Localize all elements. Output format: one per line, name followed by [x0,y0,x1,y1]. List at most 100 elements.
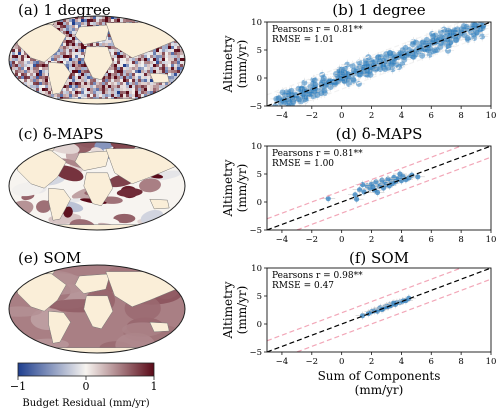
y-tick-label: 0 [257,198,262,208]
x-tick-label: −2 [306,235,319,245]
x-tick-label: −4 [276,357,289,367]
plot-title-f: (f) SOM [349,249,409,267]
y-axis-label: Altimetry(mm/yr) [221,35,249,93]
y-tick-label: 10 [251,264,262,274]
data-point [325,196,331,202]
data-point [447,39,454,46]
data-point [350,76,357,83]
x-tick-label: 6 [429,111,434,121]
data-point [397,171,403,177]
y-tick-label: 10 [251,18,262,28]
data-point [311,76,318,83]
x-tick-label: 0 [339,235,344,245]
y-tick-label: −5 [249,348,262,358]
x-tick-label: 4 [399,357,404,367]
y-tick-label: −5 [249,102,262,112]
y-tick-label: 0 [257,320,262,330]
map-title-c: (c) δ-MAPS [18,125,104,143]
colorbar-gradient [17,362,155,377]
y-tick-label: −5 [249,226,262,236]
data-point [370,184,376,190]
pearson-r-text: Pearsons r = 0.81** [272,149,363,159]
data-point [305,90,312,97]
data-point [463,23,470,30]
data-point [356,71,363,78]
data-point [356,187,363,193]
x-tick-label: 4 [399,111,404,121]
data-point [300,91,307,98]
y-tick-label: 10 [251,142,262,152]
data-point [437,34,444,41]
x-tick-label: 2 [369,357,374,367]
y-tick-label: 5 [257,46,262,56]
x-tick-label: 10 [486,111,497,121]
x-tick-label: 10 [486,357,497,367]
data-point [367,71,374,78]
rmse-text: RMSE = 1.00 [272,159,334,169]
data-point [473,29,480,36]
data-point [275,94,282,101]
data-point [415,174,421,180]
data-point [373,179,379,185]
map-title-a: (a) 1 degree [18,1,111,19]
data-point [321,87,328,94]
data-point [449,29,456,36]
data-point [352,192,358,198]
data-point [479,33,486,40]
data-point [285,103,292,106]
x-tick-label: 6 [429,357,434,367]
data-point [441,26,448,33]
data-point [350,67,357,74]
data-point [301,79,308,86]
colorbar-tick-high: 1 [151,380,158,393]
scatter-plot-d: (d) δ-MAPS−4 −2 0 2 4 6 8 10−50510Altimetry(mm/… [221,125,496,245]
x-tick-label: 2 [369,235,374,245]
data-point [288,87,295,94]
data-point [371,59,378,66]
data-point [388,61,395,68]
colorbar-tick-low: −1 [10,380,26,393]
data-point [426,45,433,52]
data-point [361,189,367,195]
x-tick-label: −4 [276,235,289,245]
data-point [409,41,416,48]
x-tick-label: 6 [429,235,434,245]
x-tick-label: −4 [276,111,289,121]
y-axis-label: Altimetry(mm/yr) [221,281,249,339]
data-point [279,89,286,96]
colorbar: −1 0 1 Budget Residual (mm/yr) [10,362,158,409]
data-point [387,50,394,57]
data-point [359,182,366,188]
colorbar-label: Budget Residual (mm/yr) [22,398,149,409]
map-c [8,141,186,231]
x-tick-label: −2 [306,357,319,367]
x-axis-label: Sum of Components (mm/yr) [318,369,441,397]
data-point [406,295,412,301]
x-tick-label: 10 [486,235,497,245]
y-axis-label: Altimetry(mm/yr) [221,159,249,217]
rmse-text: RMSE = 0.47 [272,281,334,291]
x-tick-label: 2 [369,111,374,121]
data-point [452,36,459,43]
scatter-plot-f: (f) SOM−4 −2 0 2 4 6 8 10−50510Altimetry(mm/yr)… [221,249,496,397]
data-point [432,47,439,54]
data-point [412,51,419,58]
map-e [8,264,186,354]
data-point [458,26,465,33]
rmse-text: RMSE = 1.01 [272,35,334,45]
data-point [430,33,437,40]
y-tick-label: 5 [257,292,262,302]
data-point [272,103,279,106]
x-tick-label: 8 [458,235,463,245]
map-title-e: (e) SOM [18,249,81,267]
colorbar-tick-mid: 0 [83,380,90,393]
data-point [419,39,426,46]
data-point [327,84,334,91]
y-tick-label: 0 [257,74,262,84]
data-point [391,300,397,306]
x-tick-label: 4 [399,235,404,245]
data-point [362,60,369,67]
plot-title-b: (b) 1 degree [332,1,426,19]
scatter-plot-b: (b) 1 degree−4 −2 0 2 4 6 8 10−50510Altimetry(m… [221,1,496,121]
